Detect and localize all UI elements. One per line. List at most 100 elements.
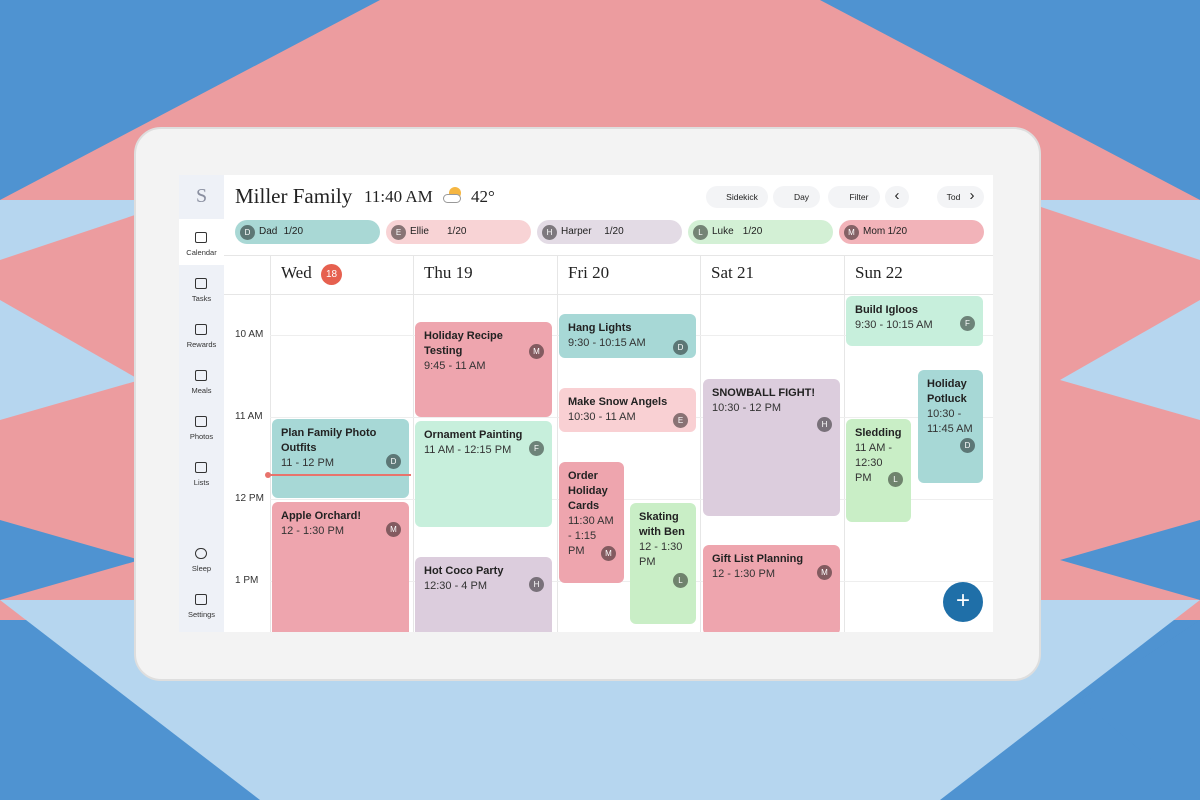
time-label: 10 AM	[235, 329, 264, 340]
sidebar-icon	[195, 416, 207, 427]
event[interactable]: Order Holiday Cards 11:30 AM - 1:15 PM M	[559, 462, 624, 583]
event[interactable]: Hot Coco Party 12:30 - 4 PM H	[415, 557, 552, 632]
avatar: L	[693, 225, 708, 240]
event[interactable]: Holiday Recipe Testing 9:45 - 11 AM M	[415, 322, 552, 417]
profile-pill[interactable]	[235, 220, 380, 244]
profile-pill[interactable]	[386, 220, 531, 244]
avatar: L	[888, 472, 903, 487]
hour-line	[270, 499, 993, 500]
avatar: L	[673, 573, 688, 588]
event-time: 12 - 1:30 PM	[281, 525, 344, 537]
avatar: D	[673, 340, 688, 355]
profile-progress: 1/20	[887, 226, 908, 237]
header-top-line	[224, 255, 993, 256]
sidebar-icon	[195, 278, 207, 289]
event-title: Gift List Planning	[712, 553, 804, 565]
header-line	[224, 294, 993, 295]
sidebar-item[interactable]: Photos	[189, 432, 214, 441]
sidebar-item[interactable]: Meals	[191, 386, 212, 395]
event-time: 11 AM - 12:15 PM	[424, 444, 512, 456]
profile-progress: 1/20	[742, 226, 763, 237]
event[interactable]: Apple Orchard! 12 - 1:30 PM M	[272, 502, 409, 632]
column-line	[844, 255, 845, 632]
toolbar-button[interactable]: Filter	[828, 186, 880, 208]
sidebar-icon	[195, 594, 207, 605]
event[interactable]: SNOWBALL FIGHT! 10:30 - 12 PM H	[703, 379, 840, 516]
event-time: 12 - 1:30 PM	[639, 541, 683, 568]
now-dot	[265, 472, 271, 478]
avatar: E	[673, 413, 688, 428]
event[interactable]: Gift List Planning 12 - 1:30 PM M	[703, 545, 840, 632]
event[interactable]: Build Igloos 9:30 - 10:15 AM F	[846, 296, 983, 346]
avatar: F	[529, 441, 544, 456]
sidebar-item[interactable]: Rewards	[186, 340, 217, 349]
event[interactable]: Sledding 11 AM - 12:30 PM L	[846, 419, 911, 522]
event[interactable]: Plan Family Photo Outfits 11 - 12 PM D	[272, 419, 409, 498]
clock: 11:40 AM	[364, 187, 433, 206]
sidebar-item[interactable]: Calendar	[186, 248, 217, 257]
event-time: 9:45 - 11 AM	[424, 360, 486, 372]
day-badge: 18	[321, 264, 342, 285]
toolbar-button[interactable]: Day	[773, 186, 820, 208]
column-line	[700, 255, 701, 632]
profile-pill[interactable]	[537, 220, 682, 244]
sidebar-item[interactable]: Sleep	[191, 564, 212, 573]
event-time: 11:30 AM - 1:15 PM	[568, 515, 614, 557]
nav-button[interactable]: ‹	[885, 186, 909, 208]
day-name: Fri 20	[568, 263, 610, 282]
now-line	[268, 474, 411, 476]
time-label: 1 PM	[235, 575, 259, 586]
avatar: M	[817, 565, 832, 580]
event[interactable]: Hang Lights 9:30 - 10:15 AM D	[559, 314, 696, 358]
avatar: M	[386, 522, 401, 537]
event-title: Make Snow Angels	[568, 396, 668, 408]
event-title: Holiday Recipe Testing	[424, 330, 503, 357]
day-name: Wed	[281, 263, 312, 282]
column-line	[557, 255, 558, 632]
event[interactable]: Skating with Ben 12 - 1:30 PM L	[630, 503, 696, 624]
avatar: M	[844, 225, 859, 240]
add-button[interactable]: +	[943, 582, 983, 622]
event-time: 10:30 - 11 AM	[568, 411, 636, 423]
event-title: Build Igloos	[855, 304, 918, 316]
event-title: Sledding	[855, 427, 902, 439]
time-label: 11 AM	[235, 411, 263, 422]
avatar: E	[391, 225, 406, 240]
nav-button[interactable]: ›	[960, 186, 984, 208]
profile-name: Ellie	[410, 226, 429, 237]
weather-cloud	[443, 194, 461, 203]
toolbar-button[interactable]: Sidekick	[706, 186, 768, 208]
avatar: D	[386, 454, 401, 469]
avatar: M	[601, 546, 616, 561]
profile-pill[interactable]	[688, 220, 833, 244]
sidebar-item[interactable]: Settings	[187, 610, 216, 619]
column-line	[270, 255, 271, 632]
event-title: SNOWBALL FIGHT!	[712, 387, 816, 399]
event-time: 12 - 1:30 PM	[712, 568, 775, 580]
sidebar-icon	[195, 548, 207, 559]
sidebar-icon	[195, 370, 207, 381]
profile-pill[interactable]	[839, 220, 984, 244]
avatar: D	[240, 225, 255, 240]
event-title: Hang Lights	[568, 322, 632, 334]
event-time: 9:30 - 10:15 AM	[855, 319, 933, 331]
event[interactable]: Make Snow Angels 10:30 - 11 AM E	[559, 388, 696, 432]
time-label: 12 PM	[235, 493, 264, 504]
sidebar-item[interactable]: Tasks	[191, 294, 212, 303]
event[interactable]: Holiday Potluck 10:30 - 11:45 AM D	[918, 370, 983, 483]
event-title: Holiday Potluck	[927, 378, 967, 405]
avatar: H	[529, 577, 544, 592]
sidebar-icon	[195, 232, 207, 243]
avatar: F	[960, 316, 975, 331]
event-title: Hot Coco Party	[424, 565, 504, 577]
sidebar-item[interactable]: Lists	[193, 478, 210, 487]
profile-progress: 1/20	[604, 226, 624, 237]
profile-name: Dad	[259, 226, 278, 237]
event-title: Apple Orchard!	[281, 510, 362, 522]
event[interactable]: Ornament Painting 11 AM - 12:15 PM F	[415, 421, 552, 527]
event-time: 10:30 - 12 PM	[712, 402, 782, 414]
profile-name: Mom	[863, 226, 886, 237]
event-time: 11 - 12 PM	[281, 457, 334, 469]
day-name: Sat 21	[711, 263, 754, 282]
